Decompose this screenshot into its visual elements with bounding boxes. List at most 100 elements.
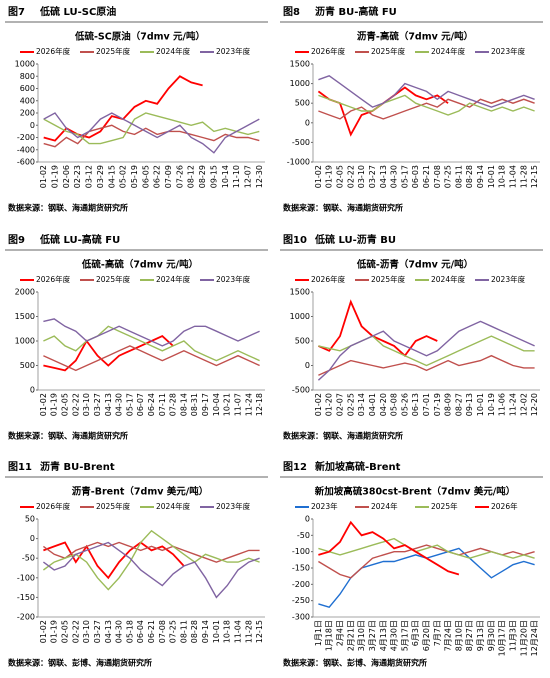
x-tick-label: 07-08 xyxy=(433,165,442,188)
x-tick-label: 09-14 xyxy=(476,165,485,188)
x-tick-label: 9月30日 xyxy=(487,620,496,651)
x-tick-label: 09-13 xyxy=(465,393,474,416)
x-tick-label: 02-25 xyxy=(346,393,355,416)
x-tick-label: 08-28 xyxy=(465,165,474,188)
x-tick-label: 06-13 xyxy=(411,393,420,416)
x-tick-label: 04-30 xyxy=(390,165,399,188)
x-tick-label: 07-25 xyxy=(444,165,453,188)
y-tick-label: 500 xyxy=(295,337,310,346)
source-note: 数据来源：钢联、海通期货研究所 xyxy=(8,203,128,213)
legend-label: 2025年度 xyxy=(96,501,131,511)
y-tick-label: -200 xyxy=(292,580,310,589)
y-tick-label: 0 xyxy=(305,515,310,524)
series-line xyxy=(43,541,185,580)
legend-label: 2025年度 xyxy=(96,274,131,284)
y-tick-label: -1000 xyxy=(287,158,310,167)
y-tick-label: -150 xyxy=(292,564,310,573)
x-tick-label: 5月17日 xyxy=(400,620,409,651)
x-tick-label: 10-21 xyxy=(223,393,232,416)
y-tick-label: 1500 xyxy=(290,288,310,297)
x-tick-label: 4月30日 xyxy=(390,620,399,651)
x-tick-label: 08-28 xyxy=(190,620,199,643)
series-line xyxy=(318,537,535,559)
x-tick-label: 08-09 xyxy=(444,393,453,416)
x-tick-label: 11-06 xyxy=(498,393,507,416)
series-line xyxy=(42,541,260,563)
x-tick-label: 10-01 xyxy=(487,165,496,188)
series-line xyxy=(43,124,260,148)
x-tick-label: 07-01 xyxy=(422,393,431,416)
series-line xyxy=(43,318,260,347)
x-tick-label: 08-11 xyxy=(179,620,188,643)
series-line xyxy=(43,112,260,154)
y-tick-label: 1000 xyxy=(290,312,310,321)
figure-title: 低硫 LU-高硫 FU xyxy=(39,233,120,246)
chart-title: 低硫-高硫（7dmv 元/吨） xyxy=(81,259,198,271)
chart-title: 低硫-沥青（7dmv 元/吨） xyxy=(356,259,473,271)
x-tick-label: 6月3日 xyxy=(411,620,420,646)
x-tick-label: 04-13 xyxy=(104,393,113,416)
legend-label: 2023年度 xyxy=(491,46,526,56)
x-tick-label: 08-14 xyxy=(179,393,188,416)
x-tick-label: 08-29 xyxy=(198,165,207,188)
series-line xyxy=(317,86,449,137)
y-tick-label: 2000 xyxy=(15,288,35,297)
legend-label: 2025年度 xyxy=(96,46,131,56)
x-tick-label: 01-19 xyxy=(50,393,59,416)
source-note: 数据来源：钢联、海通期货研究所 xyxy=(283,203,403,213)
figure-title: 新加坡高硫-Brent xyxy=(315,460,401,473)
x-tick-label: 08-12 xyxy=(187,165,196,188)
x-tick-label: 04-20 xyxy=(379,393,388,416)
y-tick-label: 400 xyxy=(20,96,35,105)
legend-label: 2026年度 xyxy=(36,274,71,284)
x-tick-label: 12-15 xyxy=(255,620,264,643)
y-tick-label: 0 xyxy=(30,386,35,395)
x-tick-label: 06-04 xyxy=(136,620,145,643)
x-tick-label: 11-24 xyxy=(244,393,253,416)
x-tick-label: 08-31 xyxy=(190,393,199,416)
series-line xyxy=(318,75,535,108)
x-tick-label: 02-06 xyxy=(62,165,71,188)
x-tick-label: 03-10 xyxy=(82,620,91,643)
figure-title: 沥青 BU-高硫 FU xyxy=(315,5,397,18)
series-line xyxy=(42,529,260,591)
x-tick-label: 3月10日 xyxy=(357,620,366,651)
x-tick-label: 12-30 xyxy=(255,165,264,188)
x-tick-label: 3月27日 xyxy=(368,620,377,651)
x-tick-label: 05-26 xyxy=(400,393,409,416)
x-tick-label: 07-25 xyxy=(169,620,178,643)
x-tick-label: 07-08 xyxy=(158,620,167,643)
y-tick-label: 0 xyxy=(30,121,35,130)
y-tick-label: 1500 xyxy=(15,312,35,321)
y-tick-label: 50 xyxy=(25,515,35,524)
y-tick-label: -250 xyxy=(292,596,310,605)
y-tick-label: -50 xyxy=(22,554,35,563)
chart-title: 低硫-SC原油（7dmv 元/吨） xyxy=(74,31,205,43)
x-tick-label: 11月3日 xyxy=(508,620,517,651)
legend-label: 2024年度 xyxy=(431,274,466,284)
x-tick-label: 06-21 xyxy=(147,620,156,643)
x-tick-label: 11-07 xyxy=(233,393,242,416)
x-tick-label: 05-17 xyxy=(125,393,134,416)
x-tick-label: 04-30 xyxy=(115,393,124,416)
source-note: 数据来源：钢联、彭博、海通期货研究所 xyxy=(8,658,152,668)
x-tick-label: 03-27 xyxy=(93,620,102,643)
x-tick-label: 07-26 xyxy=(175,165,184,188)
x-tick-label: 02-05 xyxy=(336,165,345,188)
y-tick-label: 600 xyxy=(20,84,35,93)
x-tick-label: 02-22 xyxy=(71,393,80,416)
x-tick-label: 01-20 xyxy=(325,393,334,416)
x-tick-label: 03-14 xyxy=(357,393,366,416)
source-note: 数据来源：钢联、海通期货研究所 xyxy=(8,431,128,441)
x-tick-label: 03-10 xyxy=(82,393,91,416)
y-tick-label: 1500 xyxy=(290,60,310,69)
x-tick-label: 04-15 xyxy=(107,165,116,188)
x-tick-label: 12-15 xyxy=(530,165,539,188)
x-tick-label: 2月4日 xyxy=(336,620,345,646)
legend-label: 2023年度 xyxy=(491,274,526,284)
x-tick-label: 03-10 xyxy=(357,165,366,188)
x-tick-label: 02-22 xyxy=(346,165,355,188)
y-tick-label: -400 xyxy=(17,145,35,154)
y-tick-label: -500 xyxy=(292,138,310,147)
